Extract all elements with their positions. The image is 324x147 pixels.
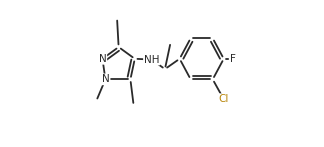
Text: NH: NH — [144, 55, 159, 65]
Text: N: N — [101, 74, 109, 84]
Text: Cl: Cl — [219, 94, 229, 104]
Text: N: N — [98, 54, 106, 64]
Text: F: F — [230, 54, 236, 64]
